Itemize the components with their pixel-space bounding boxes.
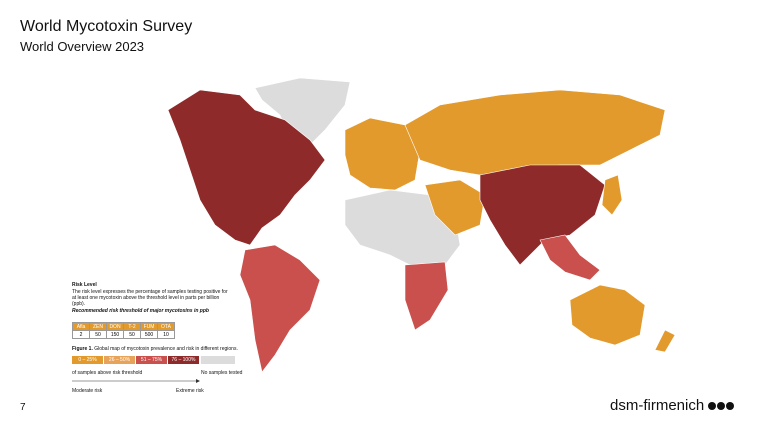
- japan: [601, 174, 623, 216]
- caption-label: Figure 1.: [72, 346, 93, 352]
- no-samples-label: No samples tested: [201, 370, 243, 376]
- caption: Figure 1. Global map of mycotoxin preval…: [72, 346, 252, 352]
- legend-title: Risk Level: [72, 282, 97, 288]
- logo-dots: [708, 402, 735, 411]
- table-header-cell: FUM: [140, 322, 158, 331]
- caption-text: Global map of mycotoxin prevalence and r…: [94, 346, 238, 352]
- europe: [344, 117, 421, 191]
- logo: dsm-firmenich: [610, 397, 735, 414]
- low-end-label: Moderate risk: [72, 388, 103, 394]
- table-header-cell: DON: [106, 322, 124, 331]
- no-samples-swatch: [201, 356, 235, 364]
- legend-bin: 0 – 25%: [72, 356, 103, 364]
- africa-south: [404, 261, 449, 331]
- south-america: [239, 244, 321, 373]
- subtitle: World Overview 2023: [20, 39, 145, 54]
- china-india: [479, 164, 606, 266]
- table-header-cell: ZEN: [89, 322, 107, 331]
- southeast-asia: [539, 234, 601, 281]
- table-header-cell: T-2: [123, 322, 141, 331]
- title: World Mycotoxin Survey: [20, 18, 193, 35]
- table-header-cell: Afla: [72, 322, 90, 331]
- table-value-cell: 150: [106, 330, 124, 339]
- table-header-cell: OTA: [157, 322, 175, 331]
- greenland: [254, 77, 351, 151]
- australia: [569, 284, 646, 346]
- new-zealand: [654, 329, 676, 353]
- threshold-note: Recommended risk threshold of major myco…: [72, 308, 209, 314]
- axis-label: of samples above risk threshold: [72, 370, 143, 376]
- table-value-cell: 500: [140, 330, 158, 339]
- threshold-table: Afla ZEN DON T-2 FUM OTA 2 50 150 50 500 10: [72, 322, 175, 339]
- legend-bin: 76 – 100%: [168, 356, 199, 364]
- north-america: [167, 89, 326, 246]
- logo-text: dsm-firmenich: [610, 397, 705, 414]
- risk-arrow: [72, 379, 200, 383]
- legend-bin: 26 – 50%: [104, 356, 135, 364]
- table-value-cell: 50: [89, 330, 107, 339]
- legend-bin: 51 – 75%: [136, 356, 167, 364]
- middle-east: [424, 179, 486, 236]
- page-number: 7: [20, 402, 26, 413]
- legend-description: The risk level expresses the percentage …: [72, 289, 228, 307]
- table-value-cell: 50: [123, 330, 141, 339]
- high-end-label: Extreme risk: [176, 388, 204, 394]
- table-value-cell: 10: [157, 330, 175, 339]
- table-value-cell: 2: [72, 330, 90, 339]
- russia: [404, 89, 666, 176]
